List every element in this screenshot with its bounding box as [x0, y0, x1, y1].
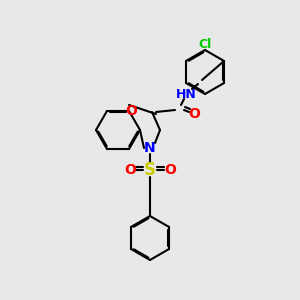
Text: O: O: [188, 107, 200, 121]
Text: O: O: [125, 104, 137, 118]
Text: O: O: [164, 163, 176, 177]
Text: N: N: [144, 141, 156, 155]
Text: Cl: Cl: [198, 38, 212, 50]
Text: O: O: [124, 163, 136, 177]
Text: S: S: [144, 161, 156, 179]
Text: HN: HN: [176, 88, 197, 100]
